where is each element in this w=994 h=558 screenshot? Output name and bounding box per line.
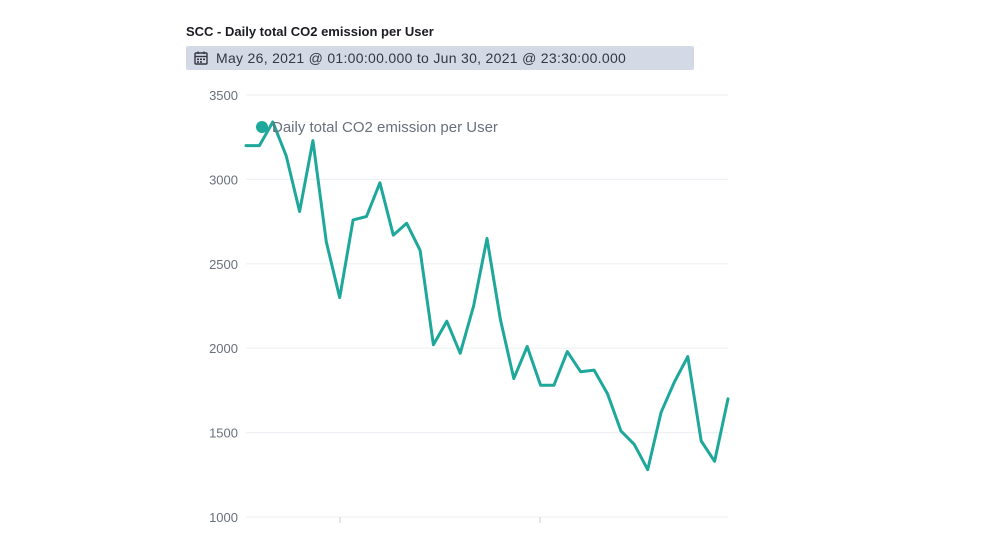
legend-label: Daily total CO2 emission per User <box>272 119 498 136</box>
y-tick-label-2500: 2500 <box>209 257 238 272</box>
legend[interactable]: Daily total CO2 emission per User <box>256 119 498 136</box>
y-tick-label-2000: 2000 <box>209 341 238 356</box>
y-tick-label-1500: 1500 <box>209 426 238 441</box>
y-tick-label-1000: 1000 <box>209 510 238 525</box>
panel-title: SCC - Daily total CO2 emission per User <box>186 24 434 39</box>
time-range-text: May 26, 2021 @ 01:00:00.000 to Jun 30, 2… <box>216 50 627 66</box>
y-tick-label-3500: 3500 <box>209 88 238 103</box>
legend-dot <box>256 121 268 133</box>
y-axis-ticks: 1000 1500 2000 2500 3000 3500 <box>209 88 238 525</box>
y-tick-label-3000: 3000 <box>209 172 238 187</box>
grid-lines <box>246 94 728 518</box>
time-range-badge[interactable]: May 26, 2021 @ 01:00:00.000 to Jun 30, 2… <box>186 46 694 70</box>
x-axis-ticks <box>339 517 541 523</box>
series-line <box>244 120 730 472</box>
series-layer <box>244 120 730 472</box>
calendar-icon <box>194 51 208 65</box>
